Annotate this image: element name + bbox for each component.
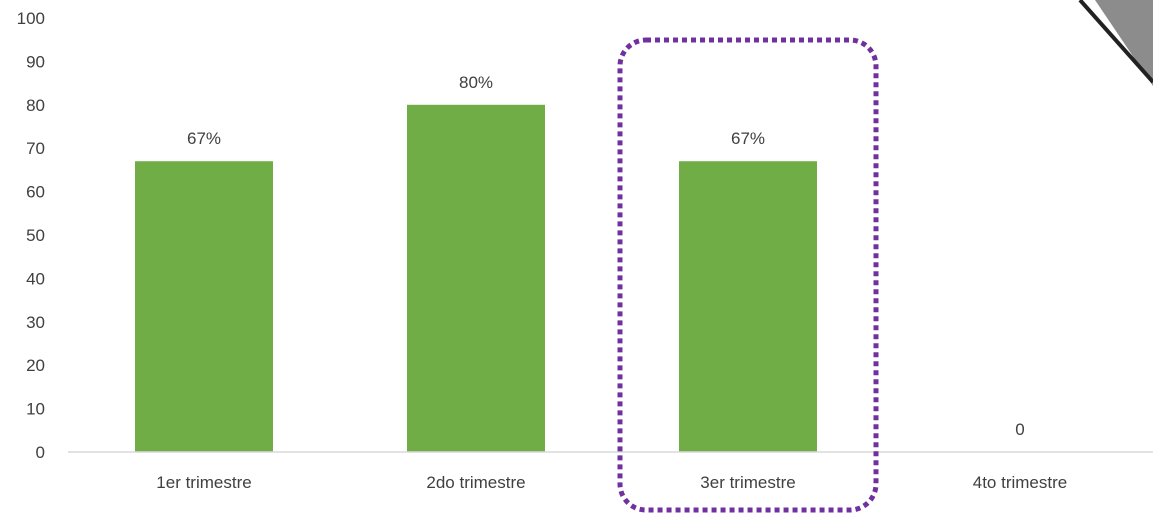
data-label: 67% xyxy=(731,129,765,148)
bar xyxy=(135,161,273,452)
y-tick-label: 10 xyxy=(26,400,45,419)
x-tick-label: 1er trimestre xyxy=(156,473,251,492)
data-label: 0 xyxy=(1015,420,1024,439)
data-label: 67% xyxy=(187,129,221,148)
y-tick-label: 0 xyxy=(36,443,45,462)
y-tick-label: 90 xyxy=(26,52,45,71)
x-tick-label: 4to trimestre xyxy=(973,473,1067,492)
y-tick-label: 50 xyxy=(26,226,45,245)
y-tick-label: 30 xyxy=(26,313,45,332)
corner-stroke xyxy=(1078,0,1153,84)
x-axis: 1er trimestre 2do trimestre 3er trimestre 4… xyxy=(156,473,1067,492)
highlight-box xyxy=(617,37,879,513)
data-label: 80% xyxy=(459,73,493,92)
bars xyxy=(135,104,817,453)
y-tick-label: 70 xyxy=(26,139,45,158)
y-tick-label: 40 xyxy=(26,269,45,288)
corner-decoration xyxy=(1078,0,1153,86)
bar xyxy=(679,161,817,452)
x-tick-label: 3er trimestre xyxy=(700,473,795,492)
data-labels: 67% 80% 67% 0 xyxy=(187,73,1025,439)
y-tick-label: 100 xyxy=(17,9,45,28)
y-tick-label: 60 xyxy=(26,183,45,202)
y-tick-label: 20 xyxy=(26,356,45,375)
y-tick-label: 80 xyxy=(26,96,45,115)
x-tick-label: 2do trimestre xyxy=(426,473,525,492)
y-axis: 0 10 20 30 40 50 60 70 80 90 100 xyxy=(17,9,45,462)
bar xyxy=(407,104,545,453)
